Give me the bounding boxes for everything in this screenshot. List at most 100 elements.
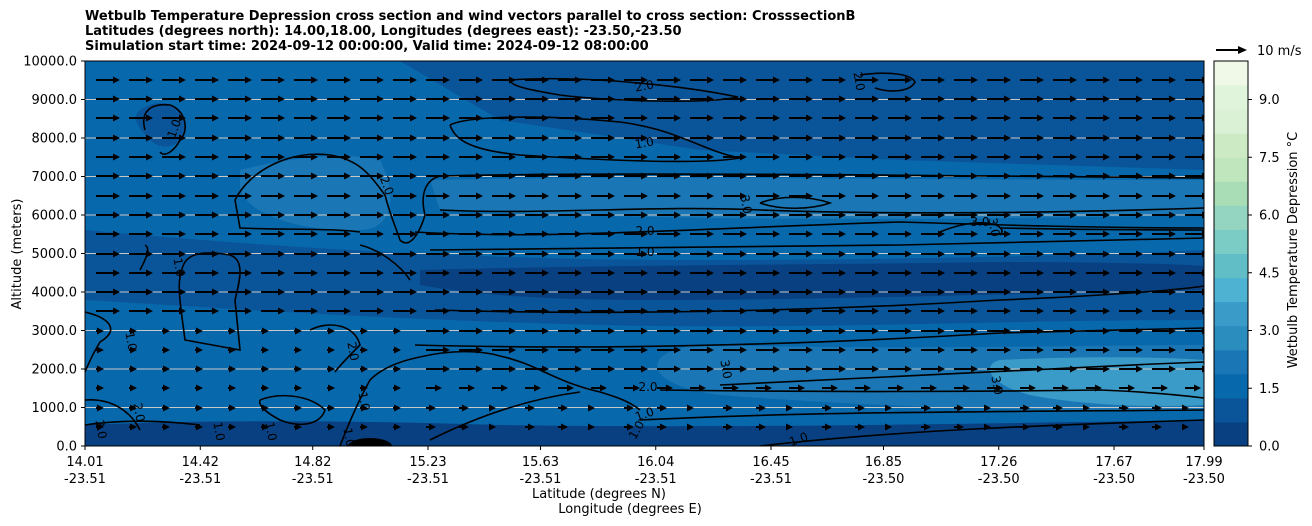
colorbar-tick-label: 0.0	[1259, 440, 1280, 455]
wind-vector	[459, 134, 483, 142]
y-tick-label: 1000.0	[32, 401, 78, 416]
wind-vector	[1020, 95, 1044, 103]
wind-vector	[657, 172, 681, 180]
wind-vector	[459, 192, 483, 200]
wind-vector	[921, 172, 945, 180]
wind-vector	[690, 134, 714, 142]
wind-vector	[723, 230, 747, 238]
wind-vector	[855, 288, 879, 296]
colorbar-label: Wetbulb Temperature Depression °C	[1286, 132, 1301, 369]
wind-vector	[426, 423, 436, 431]
chart-title: Wetbulb Temperature Depression cross sec…	[85, 9, 855, 54]
contour-label: 2.0	[92, 419, 109, 440]
y-tick-label: 4000.0	[32, 286, 78, 301]
wind-vector	[360, 230, 384, 238]
wind-vector	[756, 230, 780, 238]
wind-vector	[558, 230, 582, 238]
wind-vector	[228, 288, 252, 296]
wind-vector	[129, 134, 153, 142]
wind-vector	[921, 269, 945, 277]
wind-vector	[921, 288, 945, 296]
wind-vector	[525, 134, 549, 142]
wind-vector	[294, 172, 318, 180]
wind-vector	[1053, 153, 1077, 161]
wind-vector	[855, 134, 879, 142]
y-tick-label: 6000.0	[32, 209, 78, 224]
wind-vector	[525, 114, 549, 122]
wind-vector	[558, 192, 582, 200]
wind-vector	[822, 327, 846, 335]
wind-vector	[327, 230, 351, 238]
wind-vector	[723, 346, 747, 354]
wind-vector	[822, 404, 832, 412]
colorbar-segment	[1214, 133, 1248, 158]
wind-vector	[96, 423, 104, 431]
wind-vector	[591, 172, 615, 180]
wind-vector	[459, 423, 469, 431]
contour-label: 3.0	[737, 194, 754, 215]
wind-vector	[657, 365, 681, 373]
wind-vector	[393, 211, 417, 219]
wind-vector	[624, 114, 648, 122]
wind-vector	[1086, 269, 1110, 277]
wind-vector	[1053, 114, 1077, 122]
contour-line	[359, 244, 411, 281]
wind-vector	[888, 269, 912, 277]
wind-vector	[954, 211, 978, 219]
wind-vector	[558, 153, 582, 161]
wind-vector	[294, 365, 302, 373]
wind-vector	[657, 269, 681, 277]
wind-vector	[723, 76, 747, 84]
wind-vector	[96, 250, 120, 258]
contour-label: 1.0	[355, 391, 372, 412]
wind-vector	[327, 250, 351, 258]
wind-vector	[558, 365, 582, 373]
wind-vector	[558, 76, 582, 84]
wind-vector	[426, 250, 450, 258]
wind-vector	[228, 346, 236, 354]
y-tick-label: 3000.0	[32, 324, 78, 339]
wind-vector	[855, 76, 879, 84]
wind-vector	[1053, 288, 1077, 296]
wind-vector	[690, 346, 714, 354]
wind-vector	[687, 404, 694, 412]
wind-vector	[1119, 211, 1143, 219]
wind-vector	[921, 327, 945, 335]
wind-vector	[393, 114, 417, 122]
wind-vector	[657, 288, 681, 296]
wind-vector	[360, 95, 384, 103]
wind-vector	[1119, 346, 1143, 354]
wind-vector	[789, 327, 813, 335]
wind-vector	[789, 172, 813, 180]
wind-vector	[96, 192, 120, 200]
wind-vector	[228, 307, 252, 315]
wind-vector	[228, 95, 252, 103]
wind-vector	[1152, 307, 1176, 315]
contour-label: 2.0	[638, 380, 657, 394]
wind-vector	[492, 134, 516, 142]
x-tick-label-lat: 14.01	[66, 455, 103, 470]
wind-vector	[492, 250, 516, 258]
wind-vector	[888, 384, 904, 392]
wind-vector	[459, 211, 483, 219]
wind-vector	[1119, 288, 1143, 296]
wind-vector	[195, 365, 203, 373]
wind-vector	[987, 230, 1011, 238]
wind-vector	[723, 404, 733, 412]
wind-vector	[1152, 192, 1176, 200]
wind-vector	[360, 172, 384, 180]
wind-vector	[492, 192, 516, 200]
wind-vector	[1053, 404, 1063, 412]
wind-vector	[888, 327, 912, 335]
wind-vector	[228, 327, 236, 335]
wind-vector	[756, 95, 780, 103]
wind-vector	[723, 114, 747, 122]
wind-vector	[624, 269, 648, 277]
wind-vector	[1086, 114, 1110, 122]
wind-vector	[954, 288, 978, 296]
wind-vector	[888, 114, 912, 122]
wind-vector	[591, 230, 615, 238]
wind-vector	[1119, 192, 1143, 200]
wind-vector	[96, 365, 104, 373]
wind-vector	[489, 423, 496, 431]
